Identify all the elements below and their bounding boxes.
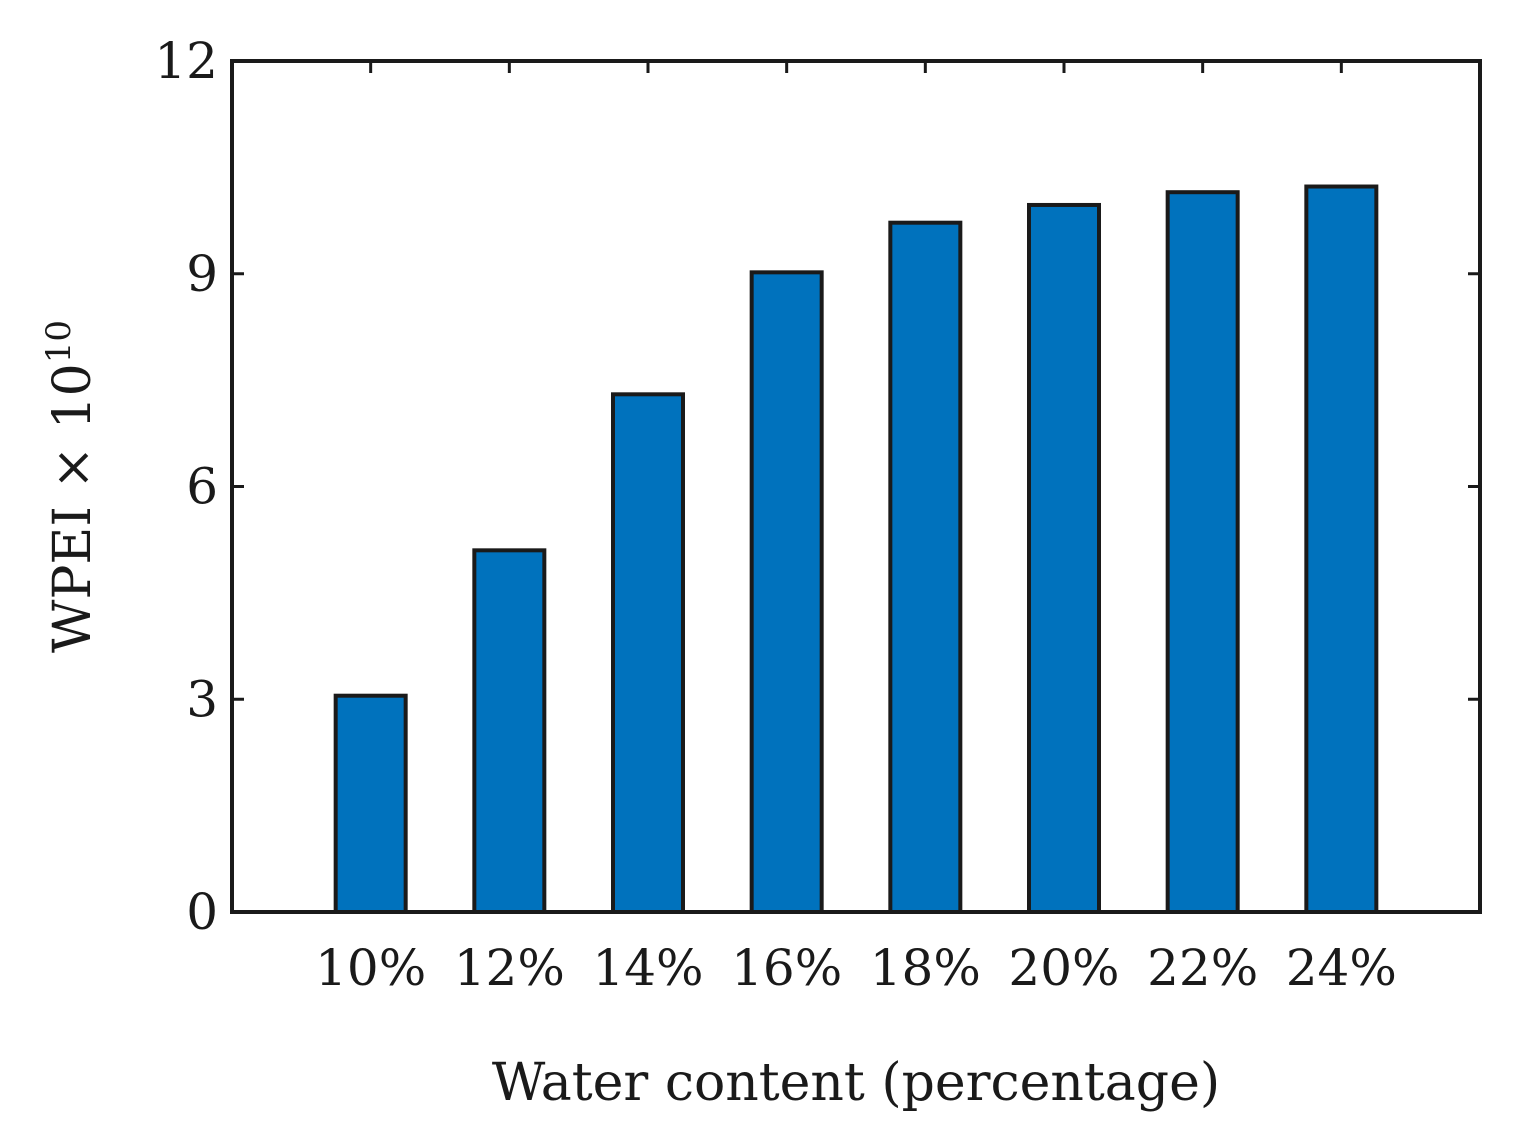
ticks-group <box>232 59 1480 914</box>
bars-group <box>333 184 1379 915</box>
bar-18% <box>888 220 963 914</box>
bar-22% <box>1165 190 1240 914</box>
y-tick-label: 3 <box>186 670 218 728</box>
x-tick-label: 16% <box>731 939 842 997</box>
bar-14% <box>611 392 685 914</box>
x-tick-label: 12% <box>454 939 565 997</box>
bar-10% <box>333 693 408 914</box>
y-tick-label: 0 <box>186 883 218 941</box>
y-axis-label: WPEI × 1010 <box>39 320 103 653</box>
x-tick-label: 18% <box>870 939 981 997</box>
bar-20% <box>1027 202 1101 915</box>
bar-12% <box>472 548 547 914</box>
x-tick-label: 22% <box>1147 939 1258 997</box>
plot-frame <box>230 59 1482 914</box>
x-tick-labels: 10% 12% 14% 16% 18% 20% 22% 24% <box>315 939 1397 997</box>
bar-16% <box>749 270 824 914</box>
x-axis-label: Water content (percentage) <box>492 1053 1220 1113</box>
x-tick-label: 10% <box>315 939 426 997</box>
y-tick-label: 6 <box>186 458 218 516</box>
x-tick-label: 20% <box>1008 939 1119 997</box>
y-axis-label-exponent: 10 <box>39 320 79 363</box>
y-tick-labels: 0 3 6 9 12 <box>154 32 218 941</box>
bar-24% <box>1304 184 1379 914</box>
x-tick-label: 14% <box>592 939 703 997</box>
x-tick-label: 24% <box>1286 939 1397 997</box>
y-tick-label: 12 <box>154 32 218 90</box>
y-tick-label: 9 <box>186 245 218 303</box>
y-axis-label-base: WPEI × 10 <box>43 363 103 653</box>
